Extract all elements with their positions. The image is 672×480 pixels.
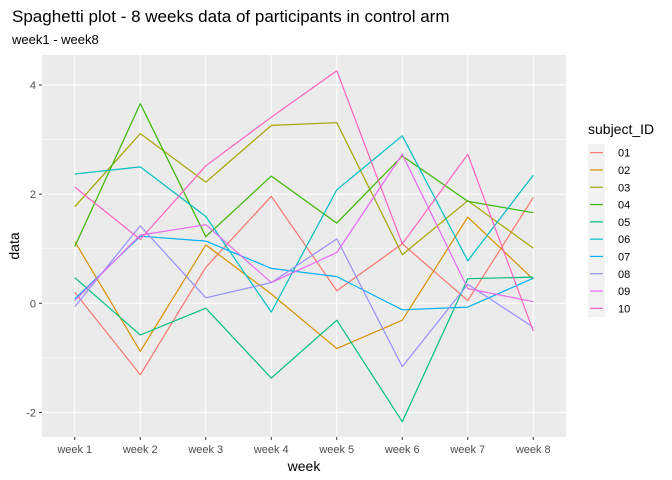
chart-title: Spaghetti plot - 8 weeks data of partici… (12, 7, 450, 26)
series-line-03 (74, 122, 534, 256)
legend-label-09: 09 (618, 286, 630, 298)
legend-label-05: 05 (618, 217, 630, 229)
legend-label-02: 02 (618, 165, 630, 177)
legend-keys: 01 02 03 04 05 06 07 08 09 10 (588, 144, 630, 317)
x-tick-label: week 8 (515, 444, 551, 456)
legend-title: subject_ID (588, 121, 654, 137)
x-tick-labels: week 1 week 2 week 3 week 4 week 5 week 6 week… (56, 437, 551, 456)
legend-label-08: 08 (618, 269, 630, 281)
series-line-08 (74, 225, 534, 368)
series-line-04 (74, 102, 534, 247)
y-tick-label: 4 (30, 80, 36, 92)
y-axis-title: data (6, 232, 22, 259)
x-tick-label: week 6 (384, 444, 420, 456)
series-line-06 (74, 135, 534, 313)
legend-label-06: 06 (618, 234, 630, 246)
series-line-05 (74, 276, 534, 423)
legend: subject_ID 01 02 03 04 05 06 07 08 09 10 (588, 121, 654, 317)
x-tick-label: week 5 (318, 444, 354, 456)
x-tick-label: week 4 (253, 444, 289, 456)
x-tick-label: week 2 (122, 444, 158, 456)
legend-label-07: 07 (618, 251, 630, 263)
series-line-02 (74, 216, 534, 352)
x-tick-label: week 7 (449, 444, 485, 456)
legend-label-04: 04 (618, 200, 630, 212)
x-tick-label: week 3 (187, 444, 223, 456)
chart-subtitle: week1 - week8 (11, 32, 99, 47)
plot-panel (42, 55, 566, 437)
series-line-01 (74, 195, 534, 376)
series-line-10 (74, 70, 534, 332)
y-tick-label: -2 (26, 407, 36, 419)
x-tick-label: week 1 (56, 444, 92, 456)
y-tick-label: 2 (30, 189, 36, 201)
legend-label-01: 01 (618, 148, 630, 160)
y-tick-labels: -2 0 2 4 (26, 80, 42, 419)
y-tick-label: 0 (30, 298, 36, 310)
legend-label-03: 03 (618, 182, 630, 194)
series-lines (74, 70, 534, 423)
legend-label-10: 10 (618, 303, 630, 315)
series-line-09 (74, 153, 534, 303)
x-axis-title: week (287, 458, 322, 474)
gridlines (42, 55, 566, 437)
